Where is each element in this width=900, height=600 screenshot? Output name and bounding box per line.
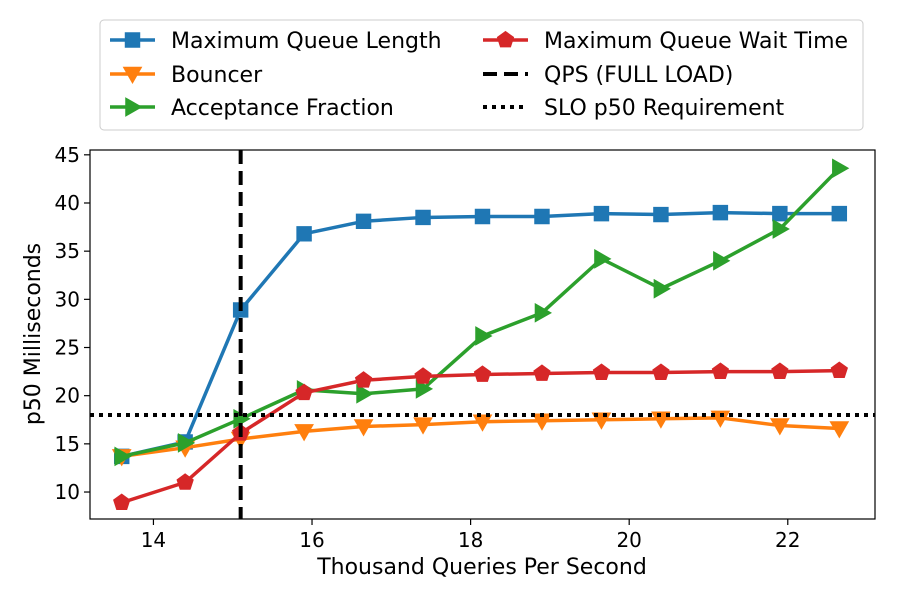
legend-label: Bouncer — [171, 63, 263, 88]
data-point-maximum-queue-wait-time — [711, 362, 730, 379]
data-point-bouncer — [651, 411, 671, 429]
data-point-maximum-queue-wait-time — [354, 371, 373, 388]
data-point-acceptance-fraction — [653, 278, 671, 299]
legend-marker — [124, 32, 141, 48]
data-point-maximum-queue-length — [831, 205, 848, 222]
data-point-acceptance-fraction — [713, 250, 731, 271]
data-point-bouncer — [591, 412, 612, 430]
x-axis: 14 16 18 20 22 — [141, 519, 801, 552]
legend-item: Acceptance Fraction — [110, 96, 394, 121]
x-tick-label: 16 — [299, 528, 324, 552]
data-point-maximum-queue-length — [296, 226, 312, 242]
data-point-maximum-queue-length — [653, 206, 669, 223]
data-point-maximum-queue-wait-time — [414, 367, 432, 384]
legend-item: QPS (FULL LOAD) — [483, 63, 733, 88]
data-point-acceptance-fraction — [475, 326, 493, 346]
data-point-bouncer — [710, 410, 731, 428]
legend-item: Bouncer — [110, 63, 263, 88]
x-axis-title: Thousand Queries Per Second — [316, 555, 647, 580]
legend-item: SLO p50 Requirement — [483, 96, 785, 121]
y-axis-title: p50 Milliseconds — [21, 243, 46, 425]
data-point-bouncer — [769, 418, 790, 436]
data-point-maximum-queue-length — [474, 208, 491, 225]
data-point-bouncer — [472, 414, 493, 432]
data-point-maximum-queue-length — [712, 204, 729, 221]
legend-marker — [125, 97, 143, 117]
legend-label: Maximum Queue Wait Time — [544, 29, 848, 54]
x-tick-label: 14 — [141, 528, 166, 552]
legend-label: QPS (FULL LOAD) — [544, 63, 733, 88]
data-point-bouncer — [829, 421, 850, 439]
y-tick-label: 25 — [55, 336, 80, 360]
data-point-maximum-queue-wait-time — [473, 365, 492, 382]
legend-item: Maximum Queue Length — [110, 29, 442, 54]
data-point-acceptance-fraction — [772, 219, 790, 239]
data-point-maximum-queue-length — [355, 213, 372, 230]
legend-label: Maximum Queue Length — [171, 29, 442, 54]
series-maximum-queue-wait-time — [113, 361, 848, 510]
legend-label: Acceptance Fraction — [171, 96, 394, 121]
x-tick-label: 22 — [775, 528, 800, 552]
data-point-maximum-queue-length — [772, 205, 788, 222]
plot-area — [89, 149, 876, 520]
data-point-acceptance-fraction — [832, 158, 850, 179]
data-point-maximum-queue-length — [415, 209, 431, 226]
data-point-bouncer — [353, 419, 374, 437]
data-point-maximum-queue-wait-time — [652, 363, 670, 380]
data-point-maximum-queue-wait-time — [176, 473, 194, 490]
x-tick-label: 20 — [616, 528, 641, 552]
series-line-maximum-queue-wait-time — [121, 368, 840, 505]
legend-item: Maximum Queue Wait Time — [483, 29, 848, 54]
plot-frame — [89, 149, 876, 520]
data-point-acceptance-fraction — [177, 433, 196, 453]
data-point-bouncer — [413, 417, 433, 435]
data-point-maximum-queue-wait-time — [533, 364, 551, 381]
data-point-acceptance-fraction — [356, 383, 374, 404]
y-tick-label: 15 — [55, 432, 80, 456]
data-point-maximum-queue-wait-time — [771, 362, 789, 379]
data-point-acceptance-fraction — [594, 249, 612, 269]
data-point-maximum-queue-wait-time — [592, 363, 611, 380]
data-point-maximum-queue-wait-time — [295, 383, 313, 401]
y-tick-label: 45 — [55, 143, 80, 167]
data-point-maximum-queue-length — [534, 208, 550, 225]
legend-frame — [99, 19, 864, 131]
data-point-maximum-queue-length — [593, 205, 610, 222]
legend: Maximum Queue Length Bouncer Acceptance Fr… — [99, 19, 864, 131]
y-tick-label: 30 — [55, 287, 80, 311]
x-tick-label: 18 — [458, 528, 483, 552]
series-acceptance-fraction — [114, 158, 850, 467]
data-point-acceptance-fraction — [114, 446, 132, 467]
y-axis: 10 15 20 25 30 35 40 45 — [55, 143, 90, 504]
legend-marker — [496, 30, 515, 48]
y-tick-label: 20 — [55, 384, 80, 408]
y-tick-label: 40 — [55, 191, 80, 215]
y-tick-label: 10 — [55, 480, 80, 504]
data-point-maximum-queue-wait-time — [113, 493, 131, 510]
legend-label: SLO p50 Requirement — [544, 96, 785, 121]
series-bouncer — [111, 410, 850, 467]
data-point-bouncer — [294, 424, 314, 442]
data-point-acceptance-fraction — [534, 302, 552, 323]
data-point-acceptance-fraction — [415, 379, 434, 399]
legend-marker — [122, 66, 143, 85]
data-point-maximum-queue-wait-time — [830, 361, 848, 379]
y-tick-label: 35 — [55, 239, 80, 263]
